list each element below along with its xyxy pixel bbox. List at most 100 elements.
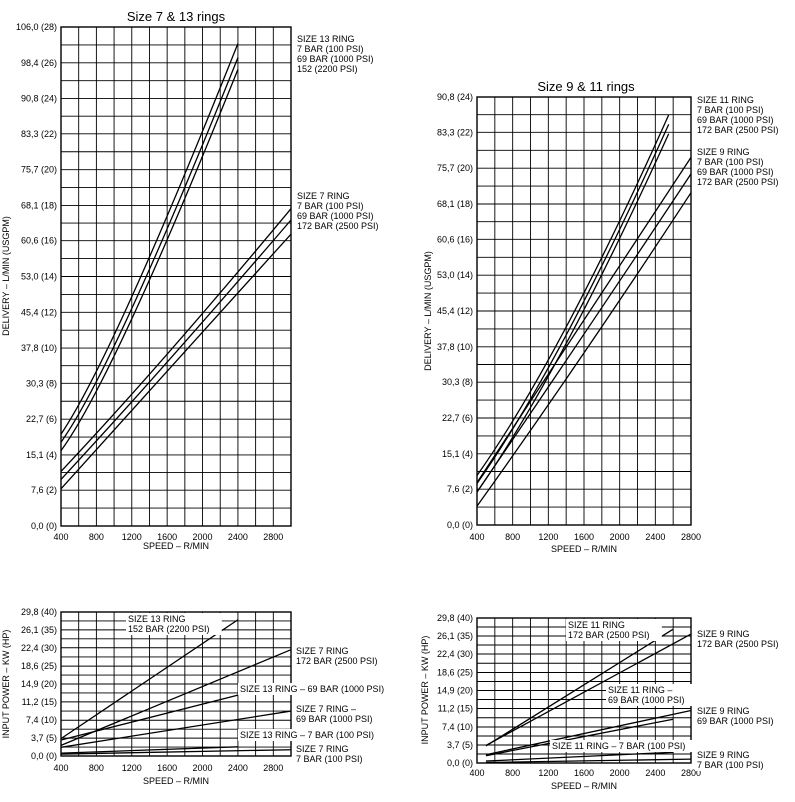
chart3-y-tick-label: 22,4 (30)	[21, 643, 57, 653]
chart3-y-tick-label: 11,2 (15)	[22, 697, 57, 707]
chart1-y-tick-label: 106,0 (28)	[16, 22, 57, 32]
chart2-x-tick-label: 2000	[610, 532, 630, 542]
chart3-annotation-bg	[126, 613, 222, 635]
chart1-annotation-bg	[295, 33, 386, 75]
chart2-y-tick-label: 37,8 (10)	[437, 342, 473, 352]
chart1-series-line-6	[60, 233, 292, 490]
chart4-annotation-bg	[695, 628, 791, 650]
chart2-annotation-size11: 7 BAR (100 PSI)	[697, 105, 764, 115]
chart4-annotation-q9_172: 172 BAR (2500 PSI)	[697, 639, 779, 649]
chart3-annotation-p7_172: SIZE 7 RING	[296, 646, 349, 656]
chart4-y-tick-label: 22,4 (30)	[437, 649, 473, 659]
chart2-y-tick-label: 15,1 (4)	[442, 449, 473, 459]
chart2-y-tick-label: 45,4 (12)	[437, 306, 473, 316]
chart1-x-tick-label: 1200	[122, 532, 142, 542]
chart2-series-line-2	[476, 124, 670, 484]
chart4-y-tick-label: 14,9 (20)	[437, 686, 473, 696]
chart4-annotation-q9_7: 7 BAR (100 PSI)	[697, 760, 764, 770]
chart1-annotation-size7: 172 BAR (2500 PSI)	[297, 221, 379, 231]
chart2-annotation-size11: 172 BAR (2500 PSI)	[697, 125, 779, 135]
chart2-annotation-bg	[695, 146, 791, 188]
chart2-series-line-4	[476, 156, 692, 483]
chart3-annotation-p7_172: 172 BAR (2500 PSI)	[296, 656, 378, 666]
chart1-annotation-size7: 7 BAR (100 PSI)	[297, 201, 364, 211]
chart1-series-line-3	[60, 69, 239, 452]
chart1-annotation-size7: 69 BAR (1000 PSI)	[297, 211, 374, 221]
chart3-series-line-3	[60, 694, 239, 741]
chart2-y-tick-label: 83,3 (22)	[437, 127, 473, 137]
chart2-annotation-size11: SIZE 11 RING	[697, 95, 754, 105]
chart2-y-tick-label: 68,1 (18)	[437, 199, 473, 209]
chart3-annotation-p7_69: SIZE 7 RING –	[296, 704, 356, 714]
chart1-annotation-size13: 7 BAR (100 PSI)	[297, 44, 364, 54]
chart4-series-line-2	[485, 633, 692, 747]
chart3-annotation-bg	[294, 743, 375, 765]
chart3-x-tick-label: 2000	[193, 763, 213, 773]
chart4-series-line-3	[485, 718, 674, 757]
chart4-annotation-bg	[695, 705, 786, 727]
chart2-y-tick-label: 75,7 (20)	[437, 163, 473, 173]
chart2-series-line-1	[476, 114, 670, 476]
chart4-y-axis-label: INPUT POWER – KW (HP)	[420, 636, 430, 745]
chart4-x-tick-label: 800	[505, 768, 520, 778]
chart4-annotation-q11_172: SIZE 11 RING	[568, 620, 625, 630]
chart1-y-tick-label: 37,8 (10)	[21, 343, 57, 353]
chart4-x-tick-label: 400	[469, 768, 484, 778]
chart4-x-tick-label: 2800	[681, 768, 701, 778]
chart4-annotation-q11_7: SIZE 11 RING – 7 BAR (100 PSI)	[552, 741, 685, 751]
chart3-x-tick-label: 1600	[157, 763, 177, 773]
chart4-annotation-bg	[566, 619, 662, 641]
chart1-annotation-bg	[295, 190, 391, 232]
chart3-annotation-p13_7: SIZE 13 RING – 7 BAR (100 PSI)	[240, 730, 374, 740]
chart1-title: Size 7 & 13 rings	[127, 9, 226, 24]
chart4-y-tick-label: 0,0 (0)	[447, 758, 473, 768]
chart4-annotation-q11_69: 69 BAR (1000 PSI)	[608, 695, 685, 705]
chart4-series-line-4	[485, 709, 692, 756]
chart1-annotation-size13: 69 BAR (1000 PSI)	[297, 54, 374, 64]
chart4-x-axis-label: SPEED – R/MIN	[551, 781, 617, 791]
chart4-annotation-bg	[550, 740, 707, 752]
chart1-annotation-size13: SIZE 13 RING	[297, 34, 355, 44]
chart3-x-tick-label: 1200	[122, 763, 142, 773]
chart2-y-tick-label: 30,3 (8)	[442, 377, 473, 387]
chart1-series-line-1	[60, 43, 239, 435]
chart3-series-line-6	[60, 749, 292, 755]
chart1-y-tick-label: 15,1 (4)	[26, 450, 57, 460]
chart3-annotation-p13_152: SIZE 13 RING	[128, 614, 186, 624]
chart2-x-tick-label: 2800	[681, 532, 701, 542]
chart4-annotation-q11_69: SIZE 11 RING –	[608, 685, 672, 695]
chart1-y-tick-label: 0,0 (0)	[31, 521, 57, 531]
chart1-y-tick-label: 98,4 (26)	[21, 58, 57, 68]
chart1-y-tick-label: 53,0 (14)	[21, 272, 57, 282]
chart4-annotation-q9_7: SIZE 9 RING	[697, 750, 750, 760]
chart2-x-tick-label: 2400	[645, 532, 665, 542]
chart3-y-tick-label: 14,9 (20)	[21, 679, 57, 689]
chart2-annotation-size9: SIZE 9 RING	[697, 147, 750, 157]
chart4-y-tick-label: 11,2 (15)	[438, 704, 473, 714]
chart4-annotation-bg	[606, 684, 697, 706]
chart1-y-axis-label: DELIVERY – L/MIN (USGPM)	[1, 216, 11, 336]
chart2-title: Size 9 & 11 rings	[537, 79, 635, 94]
chart1-plot-frame	[60, 26, 292, 527]
chart3-x-tick-label: 2800	[263, 763, 283, 773]
chart2-series-line-5	[476, 173, 692, 493]
chart1-y-tick-label: 22,7 (6)	[26, 414, 57, 424]
chart2-y-tick-label: 22,7 (6)	[442, 413, 473, 423]
chart3-series-line-2	[60, 649, 292, 746]
chart1-y-tick-label: 83,3 (22)	[21, 129, 57, 139]
chart3-annotation-p13_69: SIZE 13 RING – 69 BAR (1000 PSI)	[240, 684, 384, 694]
chart1-y-tick-label: 60,6 (16)	[21, 236, 57, 246]
chart4-y-tick-label: 7,4 (10)	[442, 722, 473, 732]
chart2-series-line-6	[476, 192, 692, 507]
chart3-annotation-bg	[294, 703, 385, 725]
chart4-y-tick-label: 3,7 (5)	[447, 740, 473, 750]
chart2-y-tick-label: 7,6 (2)	[447, 484, 473, 494]
chart1-x-tick-label: 2800	[263, 532, 283, 542]
chart3-y-tick-label: 3,7 (5)	[31, 733, 57, 743]
chart2-y-tick-label: 53,0 (14)	[437, 270, 473, 280]
chart3-x-tick-label: 400	[53, 763, 68, 773]
chart3-annotation-bg	[238, 729, 395, 741]
chart3-y-tick-label: 0,0 (0)	[31, 751, 57, 761]
chart4-x-tick-label: 1200	[538, 768, 558, 778]
chart3-annotation-p7_7: 7 BAR (100 PSI)	[296, 754, 363, 764]
